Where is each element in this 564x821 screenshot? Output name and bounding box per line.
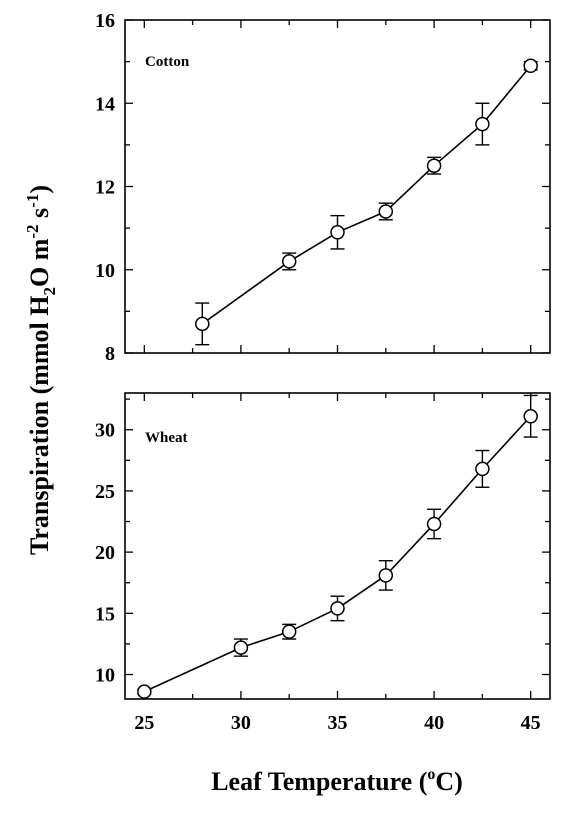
cotton-data-point — [195, 316, 210, 332]
wheat-data-point — [281, 624, 297, 639]
cotton-y-tick-label: 16 — [95, 10, 115, 32]
cotton-series-line — [201, 65, 532, 325]
y-axis-title-sup2: -1 — [23, 194, 42, 208]
y-axis-title-mid: O m — [25, 238, 54, 287]
wheat-data-point — [426, 516, 442, 532]
wheat-data-point — [137, 684, 152, 699]
x-tick-label: 40 — [424, 712, 444, 734]
y-axis-title-mid2: s — [25, 208, 54, 225]
x-axis-title-main: Leaf Temperature ( — [211, 767, 427, 796]
wheat-panel: Wheat 25 30 35 40 45 10 15 20 25 30 — [95, 392, 551, 734]
wheat-panel-label: Wheat — [145, 430, 188, 446]
cotton-data-point — [475, 116, 490, 132]
wheat-series-line — [143, 415, 532, 693]
cotton-data-point — [330, 225, 345, 240]
x-axis-title: Leaf Temperature (oC) — [211, 766, 463, 796]
cotton-series — [195, 58, 538, 346]
cotton-panel: Cotton 8 10 12 14 16 — [95, 10, 551, 365]
wheat-y-tick-label: 25 — [95, 481, 115, 503]
wheat-data-point — [330, 601, 345, 616]
cotton-data-point — [281, 254, 297, 269]
wheat-data-point — [523, 409, 538, 424]
cotton-data-point — [378, 204, 394, 219]
wheat-y-tick-label: 30 — [95, 420, 115, 442]
wheat-y-tick-label: 20 — [95, 542, 115, 564]
cotton-y-tick-label: 12 — [95, 177, 115, 199]
y-axis-title-end: ) — [25, 185, 54, 194]
cotton-panel-label: Cotton — [145, 54, 190, 70]
x-axis-title-sup: o — [427, 766, 435, 783]
y-axis-title-main: Transpiration (mmol H — [25, 296, 54, 556]
cotton-y-tick-label: 14 — [95, 93, 115, 115]
y-axis-title: Transpiration (mmol H2O m-2 s-1) — [23, 185, 59, 555]
x-tick-label: 30 — [231, 712, 251, 734]
y-axis-title-sup1: -2 — [23, 224, 42, 238]
cotton-y-tick-label: 8 — [105, 343, 115, 365]
wheat-data-point — [233, 640, 249, 655]
wheat-y-tick-label: 15 — [95, 603, 115, 625]
x-tick-label: 45 — [521, 712, 541, 734]
cotton-y-tick-label: 10 — [95, 260, 115, 282]
x-tick-label: 35 — [328, 712, 348, 734]
wheat-data-point — [475, 461, 490, 477]
wheat-data-point — [378, 568, 394, 583]
cotton-ticks: 8 10 12 14 16 — [95, 10, 550, 365]
wheat-y-tick-label: 10 — [95, 665, 115, 687]
x-tick-label: 25 — [134, 712, 154, 734]
wheat-ticks: 25 30 35 40 45 10 15 20 25 30 — [95, 393, 550, 734]
wheat-plot-frame — [124, 392, 551, 700]
x-axis-title-end: C) — [435, 767, 462, 796]
wheat-series — [137, 394, 538, 699]
y-axis-title-sub: 2 — [40, 287, 59, 296]
cotton-data-point — [426, 158, 442, 173]
cotton-data-point — [523, 58, 538, 74]
